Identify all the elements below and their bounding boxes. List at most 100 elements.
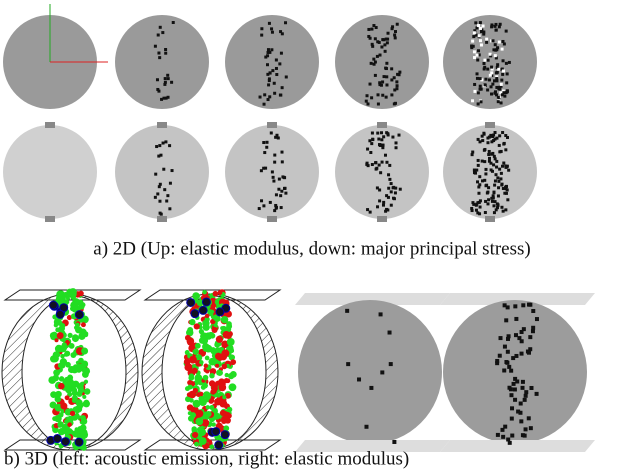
crack-element <box>370 28 373 31</box>
ae-event <box>75 326 82 333</box>
crack-element <box>163 188 166 191</box>
crack-element <box>390 67 393 70</box>
crack-element <box>395 87 398 90</box>
crack-element <box>492 191 495 194</box>
ae-event <box>82 395 86 399</box>
crack-element <box>494 157 497 160</box>
crack-element <box>277 188 280 191</box>
ae-event <box>80 382 84 386</box>
crack-element <box>346 362 350 366</box>
crack-element <box>508 61 511 64</box>
crack-element <box>388 164 391 167</box>
crack-element <box>397 134 400 137</box>
crack-element <box>265 146 268 149</box>
crack-element <box>476 72 479 75</box>
crack-element <box>378 83 381 86</box>
crack-element <box>390 204 393 207</box>
crack-element <box>477 24 480 27</box>
crack-element <box>483 59 486 62</box>
crack-element <box>514 317 518 321</box>
crack-element <box>489 162 492 165</box>
ae-event <box>55 396 62 403</box>
ae-event <box>229 383 237 391</box>
crack-element <box>395 80 398 83</box>
crack-element <box>366 162 369 165</box>
crack-element <box>381 80 384 83</box>
ae-event <box>187 327 193 333</box>
crack-element <box>479 100 482 103</box>
crack-element <box>471 153 474 156</box>
crack-element <box>504 318 508 322</box>
specimen-disc <box>115 125 209 219</box>
loading-plane <box>440 440 595 452</box>
crack-element <box>378 199 381 202</box>
crack-element <box>495 173 498 176</box>
ae-event <box>187 339 194 346</box>
crack-element <box>496 176 499 179</box>
ae-event <box>226 378 231 383</box>
crack-element <box>477 91 480 94</box>
crack-element <box>497 194 500 197</box>
crack-element <box>383 43 386 46</box>
crack-element <box>159 26 162 29</box>
specimen-disc <box>443 125 537 219</box>
crack-element <box>370 96 373 99</box>
crack-element <box>376 132 379 135</box>
crack-element <box>275 134 278 137</box>
ae-event <box>213 291 219 297</box>
crack-element <box>499 336 503 340</box>
crack-element <box>377 138 380 141</box>
ae-event <box>194 323 200 329</box>
crack-element <box>494 25 497 28</box>
loading-platen <box>485 122 495 128</box>
crack-element <box>378 41 381 44</box>
crack-element <box>385 96 388 99</box>
crack-element <box>496 63 499 66</box>
crack-element <box>345 309 349 313</box>
crack-element <box>387 133 390 136</box>
crack-element <box>514 333 518 337</box>
crack-element <box>475 209 478 212</box>
crack-element <box>384 154 387 157</box>
crack-element <box>470 44 473 47</box>
ae-event <box>225 373 229 377</box>
crack-element <box>495 28 498 31</box>
crack-element <box>168 207 171 210</box>
crack-element <box>484 211 487 214</box>
crack-element <box>472 35 475 38</box>
crack-element <box>505 192 508 195</box>
loading-platen <box>267 216 277 222</box>
crack-element <box>527 416 531 420</box>
crack-element <box>504 360 508 364</box>
crack-element <box>165 200 168 203</box>
crack-element <box>477 192 480 195</box>
crack-element <box>506 437 510 441</box>
ae-event <box>222 395 226 399</box>
crack-element <box>375 168 378 171</box>
caption-a: a) 2D (Up: elastic modulus, down: major … <box>93 238 530 259</box>
crack-element <box>160 213 163 216</box>
ae-event <box>59 295 66 302</box>
crack-element <box>504 208 507 211</box>
crack-element <box>396 84 399 87</box>
crack-element <box>375 26 378 29</box>
crack-element <box>263 93 266 96</box>
crack-element <box>390 182 393 185</box>
crack-element <box>388 178 391 181</box>
crack-element <box>516 410 520 414</box>
crack-element <box>365 100 368 103</box>
ae-event <box>206 411 212 417</box>
crack-element <box>273 82 276 85</box>
ae-event <box>65 395 70 400</box>
crack-element <box>490 168 493 171</box>
crack-element <box>499 23 502 26</box>
ae-event <box>194 374 202 382</box>
crack-element <box>280 151 283 154</box>
crack-element <box>166 74 169 77</box>
crack-element <box>487 198 490 201</box>
ae-event <box>199 398 207 406</box>
crack-element <box>385 75 388 78</box>
crack-element <box>484 78 487 81</box>
crack-element <box>384 50 387 53</box>
crack-element <box>380 46 383 49</box>
